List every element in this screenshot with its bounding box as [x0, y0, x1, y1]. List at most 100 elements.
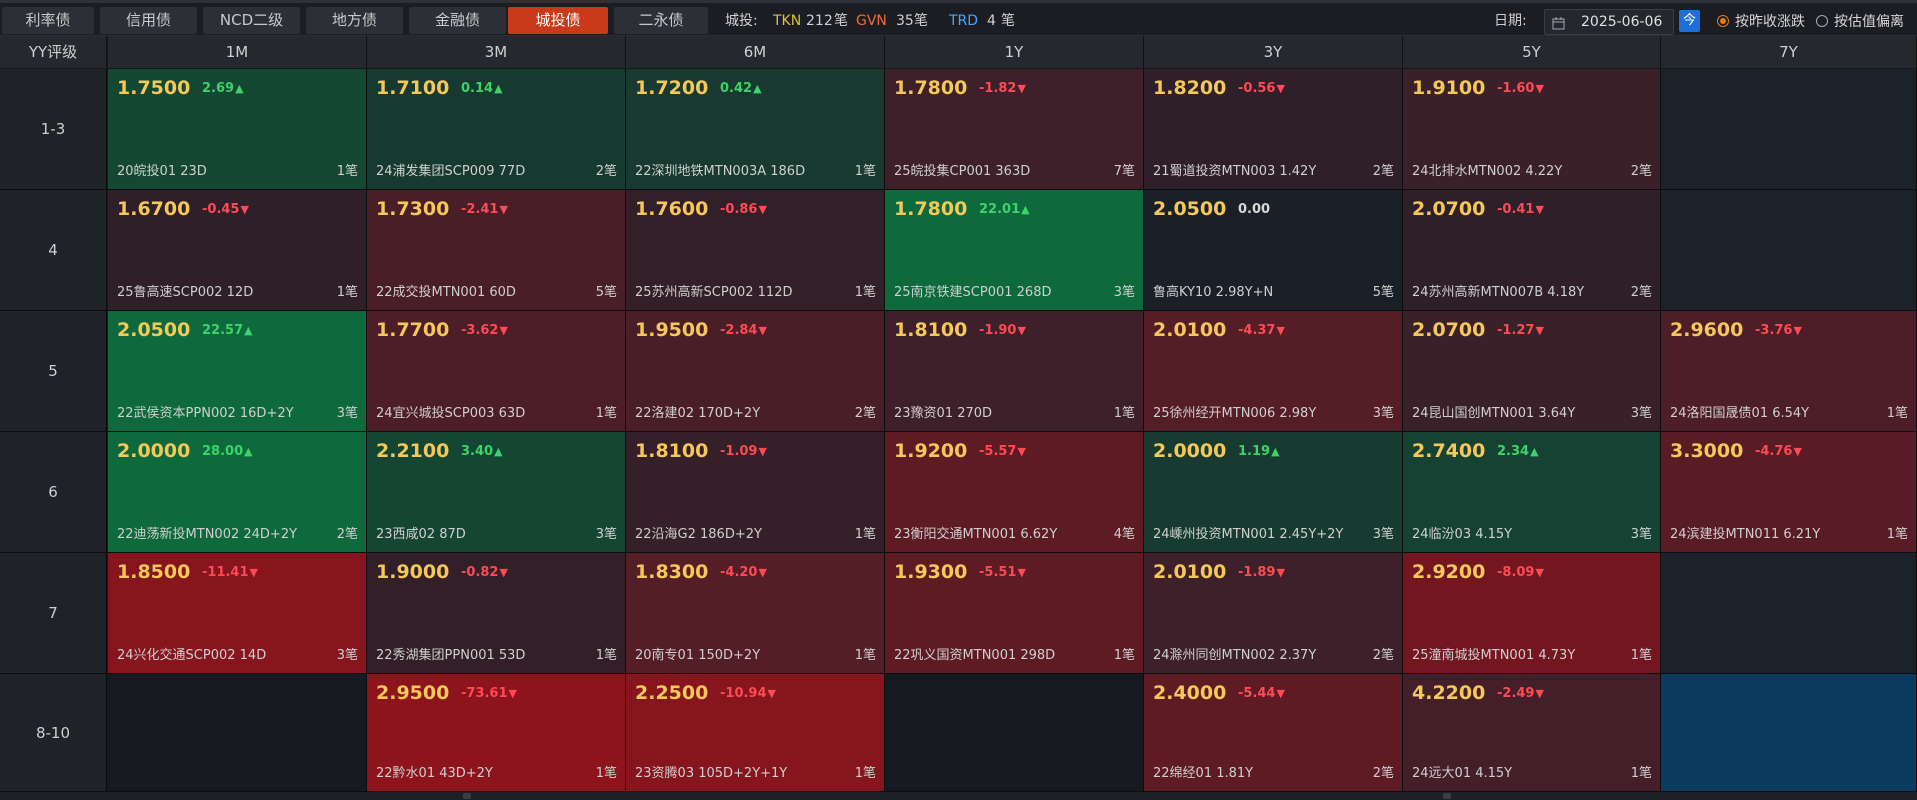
- grid-cell[interactable]: 1.7200 0.42▲ 22深圳地铁MTN003A 186D 1笔: [626, 69, 885, 190]
- cell-bond-name[interactable]: 21蜀道投资MTN003 1.42Y: [1153, 164, 1317, 179]
- cell-bond-name[interactable]: 22沿海G2 186D+2Y: [635, 527, 762, 542]
- column-header-7y[interactable]: 7Y: [1661, 36, 1917, 68]
- column-header-3y[interactable]: 3Y: [1144, 36, 1403, 68]
- grid-cell[interactable]: 1.9200 -5.57▼ 23衡阳交通MTN001 6.62Y 4笔: [885, 432, 1144, 553]
- cell-bond-name[interactable]: 20皖投01 23D: [117, 164, 207, 179]
- cell-bond-name[interactable]: 24昆山国创MTN001 3.64Y: [1412, 406, 1576, 421]
- grid-cell[interactable]: 1.8100 -1.09▼ 22沿海G2 186D+2Y 1笔: [626, 432, 885, 553]
- cell-bond-name[interactable]: 22洛建02 170D+2Y: [635, 406, 761, 421]
- cell-bond-name[interactable]: 23西咸02 87D: [376, 527, 466, 542]
- grid-cell[interactable]: 1.8100 -1.90▼ 23豫资01 270D 1笔: [885, 311, 1144, 432]
- grid-cell[interactable]: 2.0500 22.57▲ 22武侯资本PPN002 16D+2Y 3笔: [108, 311, 367, 432]
- tab-rate-bonds[interactable]: 利率债: [2, 7, 94, 34]
- cell-bond-name[interactable]: 22武侯资本PPN002 16D+2Y: [117, 406, 294, 421]
- cell-bond-name[interactable]: 24洛阳国晟债01 6.54Y: [1670, 406, 1810, 421]
- grid-cell[interactable]: 1.8300 -4.20▼ 20南专01 150D+2Y 1笔: [626, 553, 885, 674]
- grid-cell[interactable]: 4.2200 -2.49▼ 24远大01 4.15Y 1笔: [1403, 674, 1661, 792]
- cell-bond-name[interactable]: 鲁高KY10 2.98Y+N: [1153, 285, 1274, 300]
- cell-bond-name[interactable]: 25苏州高新SCP002 112D: [635, 285, 793, 300]
- tab-tier2-perpetual[interactable]: 二永债: [614, 7, 708, 34]
- cell-trade-count: 1笔: [854, 648, 876, 663]
- grid-cell[interactable]: 2.0100 -1.89▼ 24滁州同创MTN002 2.37Y 2笔: [1144, 553, 1403, 674]
- cell-bond-name[interactable]: 24浦发集团SCP009 77D: [376, 164, 526, 179]
- grid-cell[interactable]: 2.2100 3.40▲ 23西咸02 87D 3笔: [367, 432, 626, 553]
- grid-cell[interactable]: 1.7500 2.69▲ 20皖投01 23D 1笔: [108, 69, 367, 190]
- cell-change-value: 2.34: [1497, 444, 1530, 459]
- cell-change: -0.41▼: [1497, 202, 1544, 217]
- cell-bond-name[interactable]: 23衡阳交通MTN001 6.62Y: [894, 527, 1058, 542]
- radio-prev-close-label[interactable]: 按昨收涨跌: [1735, 14, 1805, 30]
- grid-cell[interactable]: 2.0700 -1.27▼ 24昆山国创MTN001 3.64Y 3笔: [1403, 311, 1661, 432]
- grid-cell[interactable]: 2.0700 -0.41▼ 24苏州高新MTN007B 4.18Y 2笔: [1403, 190, 1661, 311]
- grid-cell[interactable]: 2.0000 28.00▲ 22迪荡新投MTN002 24D+2Y 2笔: [108, 432, 367, 553]
- grid-cell[interactable]: 2.9600 -3.76▼ 24洛阳国晟债01 6.54Y 1笔: [1661, 311, 1917, 432]
- column-header-6m[interactable]: 6M: [626, 36, 885, 68]
- cell-bond-name[interactable]: 24兴化交通SCP002 14D: [117, 648, 267, 663]
- grid-cell[interactable]: 2.9200 -8.09▼ 25潼南城投MTN001 4.73Y 1笔: [1403, 553, 1661, 674]
- cell-bond-name[interactable]: 24远大01 4.15Y: [1412, 766, 1513, 781]
- date-picker[interactable]: 2025-06-06: [1544, 9, 1674, 35]
- cell-bond-name[interactable]: 20南专01 150D+2Y: [635, 648, 761, 663]
- cell-bond-name[interactable]: 24滨建投MTN011 6.21Y: [1670, 527, 1821, 542]
- tab-ncd-secondary[interactable]: NCD二级: [203, 7, 300, 34]
- cell-bond-name[interactable]: 23资腾03 105D+2Y+1Y: [635, 766, 788, 781]
- scrollbar-thumb-left[interactable]: [463, 793, 471, 799]
- grid-cell[interactable]: 1.9000 -0.82▼ 22秀湖集团PPN001 53D 1笔: [367, 553, 626, 674]
- radio-prev-close[interactable]: [1717, 15, 1729, 27]
- cell-bond-name[interactable]: 25南京铁建SCP001 268D: [894, 285, 1052, 300]
- tab-financial-bonds[interactable]: 金融债: [409, 7, 506, 34]
- column-header-5y[interactable]: 5Y: [1403, 36, 1661, 68]
- cell-bond-name[interactable]: 23豫资01 270D: [894, 406, 993, 421]
- grid-cell[interactable]: 2.7400 2.34▲ 24临汾03 4.15Y 3笔: [1403, 432, 1661, 553]
- radio-valuation-dev[interactable]: [1816, 15, 1828, 27]
- grid-cell[interactable]: 1.9300 -5.51▼ 22巩义国资MTN001 298D 1笔: [885, 553, 1144, 674]
- cell-bond-name[interactable]: 25鲁高速SCP002 12D: [117, 285, 254, 300]
- grid-cell[interactable]: 1.7100 0.14▲ 24浦发集团SCP009 77D 2笔: [367, 69, 626, 190]
- cell-bond-name[interactable]: 22深圳地铁MTN003A 186D: [635, 164, 806, 179]
- grid-cell[interactable]: 1.6700 -0.45▼ 25鲁高速SCP002 12D 1笔: [108, 190, 367, 311]
- grid-cell[interactable]: 1.7800 22.01▲ 25南京铁建SCP001 268D 3笔: [885, 190, 1144, 311]
- today-button[interactable]: 今: [1679, 10, 1700, 32]
- tab-lgfv-bonds[interactable]: 城投债: [508, 7, 608, 34]
- cell-bond-name[interactable]: 25潼南城投MTN001 4.73Y: [1412, 648, 1576, 663]
- trd-label: TRD: [949, 13, 979, 29]
- horizontal-scrollbar[interactable]: [0, 792, 1917, 800]
- column-header-1y[interactable]: 1Y: [885, 36, 1144, 68]
- grid-cell[interactable]: 1.7600 -0.86▼ 25苏州高新SCP002 112D 1笔: [626, 190, 885, 311]
- grid-cell[interactable]: 3.3000 -4.76▼ 24滨建投MTN011 6.21Y 1笔: [1661, 432, 1917, 553]
- radio-valuation-dev-label[interactable]: 按估值偏离: [1834, 14, 1904, 30]
- cell-bond-name[interactable]: 24苏州高新MTN007B 4.18Y: [1412, 285, 1585, 300]
- cell-bond-name[interactable]: 25徐州经开MTN006 2.98Y: [1153, 406, 1317, 421]
- cell-bond-name[interactable]: 24宜兴城投SCP003 63D: [376, 406, 526, 421]
- grid-cell[interactable]: 2.0500 0.00 鲁高KY10 2.98Y+N 5笔: [1144, 190, 1403, 311]
- column-header-3m[interactable]: 3M: [367, 36, 626, 68]
- grid-cell[interactable]: 2.9500 -73.61▼ 22黔水01 43D+2Y 1笔: [367, 674, 626, 792]
- cell-bond-name[interactable]: 22绵经01 1.81Y: [1153, 766, 1254, 781]
- grid-cell[interactable]: 2.4000 -5.44▼ 22绵经01 1.81Y 2笔: [1144, 674, 1403, 792]
- cell-bond-name[interactable]: 24嵊州投资MTN001 2.45Y+2Y: [1153, 527, 1344, 542]
- grid-cell[interactable]: 1.9100 -1.60▼ 24北排水MTN002 4.22Y 2笔: [1403, 69, 1661, 190]
- scrollbar-thumb-right[interactable]: [1443, 793, 1451, 799]
- tab-local-gov-bonds[interactable]: 地方债: [306, 7, 403, 34]
- cell-bond-name[interactable]: 22迪荡新投MTN002 24D+2Y: [117, 527, 298, 542]
- cell-bond-name[interactable]: 22黔水01 43D+2Y: [376, 766, 493, 781]
- grid-cell[interactable]: 1.9500 -2.84▼ 22洛建02 170D+2Y 2笔: [626, 311, 885, 432]
- grid-cell[interactable]: 1.7300 -2.41▼ 22成交投MTN001 60D 5笔: [367, 190, 626, 311]
- cell-bond-name[interactable]: 22巩义国资MTN001 298D: [894, 648, 1056, 663]
- cell-bond-name[interactable]: 22秀湖集团PPN001 53D: [376, 648, 526, 663]
- column-header-1m[interactable]: 1M: [108, 36, 367, 68]
- grid-cell[interactable]: 2.2500 -10.94▼ 23资腾03 105D+2Y+1Y 1笔: [626, 674, 885, 792]
- grid-cell[interactable]: 1.7700 -3.62▼ 24宜兴城投SCP003 63D 1笔: [367, 311, 626, 432]
- cell-trade-count: 1笔: [336, 285, 358, 300]
- grid-cell[interactable]: 2.0100 -4.37▼ 25徐州经开MTN006 2.98Y 3笔: [1144, 311, 1403, 432]
- grid-cell[interactable]: 1.8200 -0.56▼ 21蜀道投资MTN003 1.42Y 2笔: [1144, 69, 1403, 190]
- cell-bond-name[interactable]: 24临汾03 4.15Y: [1412, 527, 1513, 542]
- grid-cell[interactable]: 1.8500 -11.41▼ 24兴化交通SCP002 14D 3笔: [108, 553, 367, 674]
- cell-bond-name[interactable]: 24滁州同创MTN002 2.37Y: [1153, 648, 1317, 663]
- tab-credit-bonds[interactable]: 信用债: [100, 7, 197, 34]
- grid-cell[interactable]: 2.0000 1.19▲ 24嵊州投资MTN001 2.45Y+2Y 3笔: [1144, 432, 1403, 553]
- cell-bond-name[interactable]: 22成交投MTN001 60D: [376, 285, 516, 300]
- cell-bond-name[interactable]: 24北排水MTN002 4.22Y: [1412, 164, 1563, 179]
- cell-bond-name[interactable]: 25皖投集CP001 363D: [894, 164, 1031, 179]
- grid-cell[interactable]: 1.7800 -1.82▼ 25皖投集CP001 363D 7笔: [885, 69, 1144, 190]
